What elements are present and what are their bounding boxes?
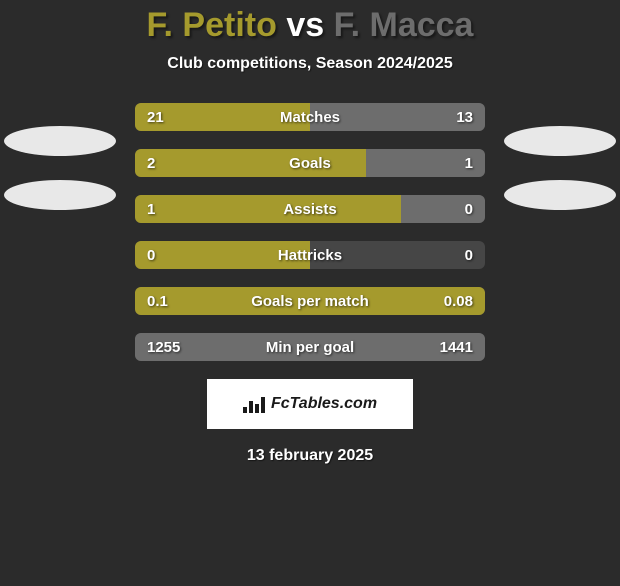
team-badge [504, 126, 616, 156]
team-badge [4, 126, 116, 156]
comparison-title: F. Petito vs F. Macca [0, 6, 620, 45]
team-badge [504, 180, 616, 210]
stat-label: Goals [135, 149, 485, 177]
stat-row: 12551441Min per goal [135, 333, 485, 361]
stat-label: Assists [135, 195, 485, 223]
stat-label: Hattricks [135, 241, 485, 269]
player2-name: F. Macca [334, 6, 474, 44]
brand-footer: FcTables.com [207, 379, 413, 429]
stat-label: Min per goal [135, 333, 485, 361]
stat-row: 21Goals [135, 149, 485, 177]
stat-label: Matches [135, 103, 485, 131]
vs-text: vs [286, 6, 324, 44]
stat-row: 00Hattricks [135, 241, 485, 269]
stat-row: 10Assists [135, 195, 485, 223]
player1-name: F. Petito [147, 6, 277, 44]
date-text: 13 february 2025 [0, 447, 620, 465]
subtitle: Club competitions, Season 2024/2025 [0, 55, 620, 73]
stat-row: 0.10.08Goals per match [135, 287, 485, 315]
team-badge [4, 180, 116, 210]
stat-row: 2113Matches [135, 103, 485, 131]
comparison-chart: 2113Matches 21Goals 10Assists 00Hattricks 0.… [135, 103, 485, 361]
stat-label: Goals per match [135, 287, 485, 315]
brand-name: FcTables.com [271, 395, 377, 413]
bar-chart-icon [243, 395, 265, 413]
